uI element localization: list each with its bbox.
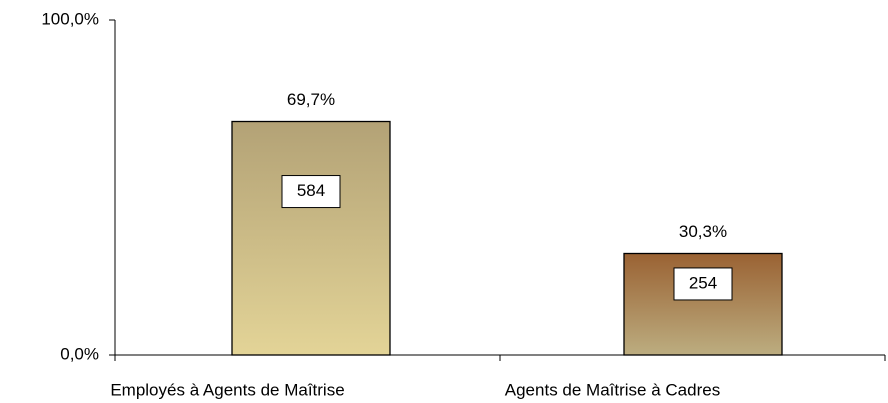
y-tick-label: 0,0% [60,344,99,363]
x-tick-label: Employés à Agents de Maîtrise [110,380,344,399]
bar [231,120,391,356]
count-label: 584 [297,181,325,200]
count-box [281,175,341,209]
value-label: 69,7% [287,90,335,109]
value-label: 30,3% [679,222,727,241]
y-tick-label: 100,0% [41,9,99,28]
x-tick-label: Agents de Maîtrise à Cadres [505,380,720,399]
count-box [673,267,733,301]
count-label: 254 [689,273,717,292]
